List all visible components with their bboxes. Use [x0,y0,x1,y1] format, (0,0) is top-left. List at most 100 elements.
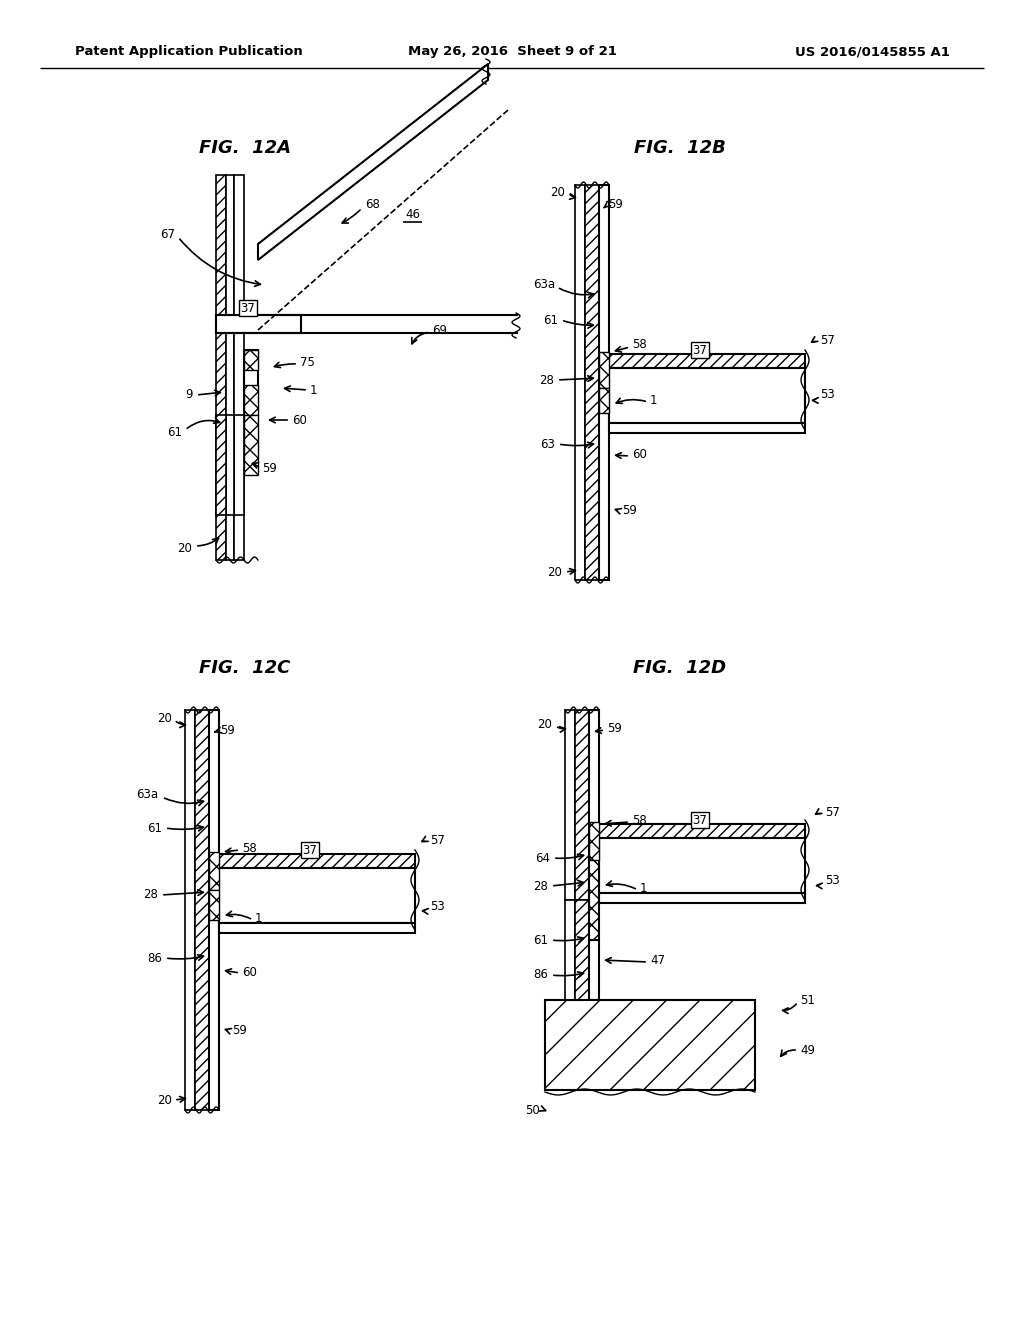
Polygon shape [589,710,599,900]
Text: 20: 20 [550,186,565,198]
Text: 20: 20 [538,718,552,731]
Text: FIG.  12A: FIG. 12A [199,139,291,157]
Text: 59: 59 [622,503,637,516]
Text: 1: 1 [255,912,262,924]
Polygon shape [258,63,488,260]
Polygon shape [565,710,575,900]
Polygon shape [226,176,234,560]
Text: 53: 53 [820,388,835,401]
Polygon shape [226,414,234,515]
Polygon shape [185,710,195,1110]
Polygon shape [589,940,599,1001]
Polygon shape [209,890,219,920]
Text: 60: 60 [292,413,307,426]
Text: 28: 28 [539,374,554,387]
Text: 1: 1 [650,393,657,407]
Text: 67: 67 [160,228,175,242]
Polygon shape [219,869,415,923]
Text: 53: 53 [430,899,444,912]
Text: 28: 28 [534,879,548,892]
Text: 51: 51 [800,994,815,1006]
Text: 57: 57 [825,805,840,818]
Text: 58: 58 [632,813,647,826]
Text: 57: 57 [820,334,835,346]
Polygon shape [244,350,258,411]
Text: 9: 9 [185,388,193,401]
Text: FIG.  12C: FIG. 12C [200,659,291,677]
Text: 63: 63 [540,438,555,451]
Text: 20: 20 [157,711,172,725]
Polygon shape [575,710,589,900]
Polygon shape [609,368,805,422]
Text: 37: 37 [241,301,255,314]
Polygon shape [209,710,219,1110]
Text: 57: 57 [430,833,444,846]
Polygon shape [599,894,805,903]
Text: 63a: 63a [136,788,158,801]
Text: 59: 59 [262,462,276,474]
Text: 50: 50 [525,1104,540,1117]
Text: 61: 61 [167,425,182,438]
Text: 59: 59 [232,1023,247,1036]
Text: 49: 49 [800,1044,815,1056]
Text: 58: 58 [632,338,647,351]
Polygon shape [244,350,258,370]
Text: 59: 59 [608,198,623,211]
Polygon shape [599,388,609,413]
Text: 61: 61 [543,314,558,326]
Polygon shape [609,354,805,368]
Polygon shape [209,851,219,890]
Text: 59: 59 [607,722,622,734]
Text: US 2016/0145855 A1: US 2016/0145855 A1 [795,45,950,58]
Text: 46: 46 [406,209,420,222]
Text: 47: 47 [650,953,665,966]
Text: FIG.  12B: FIG. 12B [634,139,726,157]
Polygon shape [599,185,609,579]
Polygon shape [609,422,805,433]
Text: 20: 20 [547,565,562,578]
Polygon shape [219,923,415,933]
Text: 68: 68 [365,198,380,211]
Text: May 26, 2016  Sheet 9 of 21: May 26, 2016 Sheet 9 of 21 [408,45,616,58]
Polygon shape [599,352,609,388]
Polygon shape [244,414,258,475]
Text: 60: 60 [632,449,647,462]
Polygon shape [244,385,258,414]
Text: FIG.  12D: FIG. 12D [634,659,727,677]
Polygon shape [585,185,599,579]
Polygon shape [234,414,244,515]
Polygon shape [589,861,599,940]
Text: 37: 37 [692,813,708,826]
Polygon shape [575,900,589,1001]
Polygon shape [599,838,805,894]
Polygon shape [216,315,301,333]
Polygon shape [219,854,415,869]
Text: 60: 60 [242,965,257,978]
Text: 63a: 63a [532,279,555,292]
Text: 20: 20 [177,541,193,554]
Text: 37: 37 [302,843,317,857]
Text: Patent Application Publication: Patent Application Publication [75,45,303,58]
Text: 64: 64 [535,851,550,865]
Polygon shape [565,900,575,1001]
Text: 69: 69 [432,323,447,337]
Text: 37: 37 [692,343,708,356]
Text: 61: 61 [147,821,162,834]
Text: 86: 86 [534,969,548,982]
Polygon shape [216,414,226,515]
Polygon shape [599,824,805,838]
Text: 59: 59 [220,723,234,737]
Text: 1: 1 [310,384,317,396]
Text: 20: 20 [157,1093,172,1106]
Text: 75: 75 [300,355,314,368]
Polygon shape [234,176,244,560]
Polygon shape [216,176,226,560]
Polygon shape [545,1001,755,1090]
Polygon shape [575,185,585,579]
Text: 53: 53 [825,874,840,887]
Text: 61: 61 [534,933,548,946]
Polygon shape [589,822,599,861]
Text: 86: 86 [147,952,162,965]
Polygon shape [195,710,209,1110]
Text: 28: 28 [143,888,158,902]
